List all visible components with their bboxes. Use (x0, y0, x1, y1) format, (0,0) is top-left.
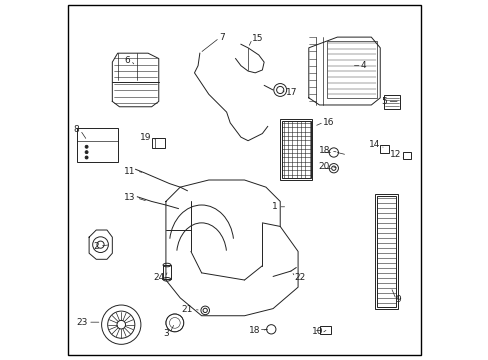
Text: 11: 11 (124, 167, 136, 176)
Text: 17: 17 (285, 88, 297, 97)
Text: 14: 14 (368, 140, 380, 149)
Text: 19: 19 (140, 132, 151, 141)
Text: 4: 4 (360, 61, 366, 70)
Text: 6: 6 (124, 56, 130, 65)
Text: 23: 23 (76, 318, 87, 327)
Bar (403, 152, 410, 159)
Bar (376, 196, 395, 307)
Bar (282, 121, 310, 178)
Circle shape (85, 145, 88, 148)
Text: 5: 5 (380, 97, 386, 106)
Text: 8: 8 (74, 126, 80, 135)
Text: 15: 15 (251, 35, 263, 44)
Text: 2: 2 (93, 242, 99, 251)
Text: 21: 21 (182, 305, 193, 314)
Bar (163, 265, 171, 279)
Bar (280, 119, 312, 180)
Bar (380, 145, 388, 153)
Text: 12: 12 (389, 150, 401, 159)
Bar (374, 194, 397, 309)
Text: 10: 10 (311, 327, 323, 336)
Bar (151, 138, 165, 148)
Text: 7: 7 (218, 33, 224, 42)
Text: 20: 20 (318, 162, 329, 171)
Text: 18: 18 (318, 146, 329, 155)
Bar (383, 95, 399, 109)
Circle shape (85, 156, 88, 159)
Bar (320, 327, 330, 334)
Text: 22: 22 (294, 273, 305, 282)
Text: 18: 18 (249, 326, 261, 335)
Text: 9: 9 (395, 295, 401, 304)
Text: 16: 16 (323, 118, 334, 127)
Circle shape (85, 151, 88, 154)
Bar (77, 128, 118, 162)
Text: 3: 3 (163, 329, 168, 338)
Bar (326, 41, 376, 98)
Text: 24: 24 (153, 273, 164, 282)
Text: 13: 13 (124, 193, 136, 202)
Text: 1: 1 (271, 202, 277, 211)
